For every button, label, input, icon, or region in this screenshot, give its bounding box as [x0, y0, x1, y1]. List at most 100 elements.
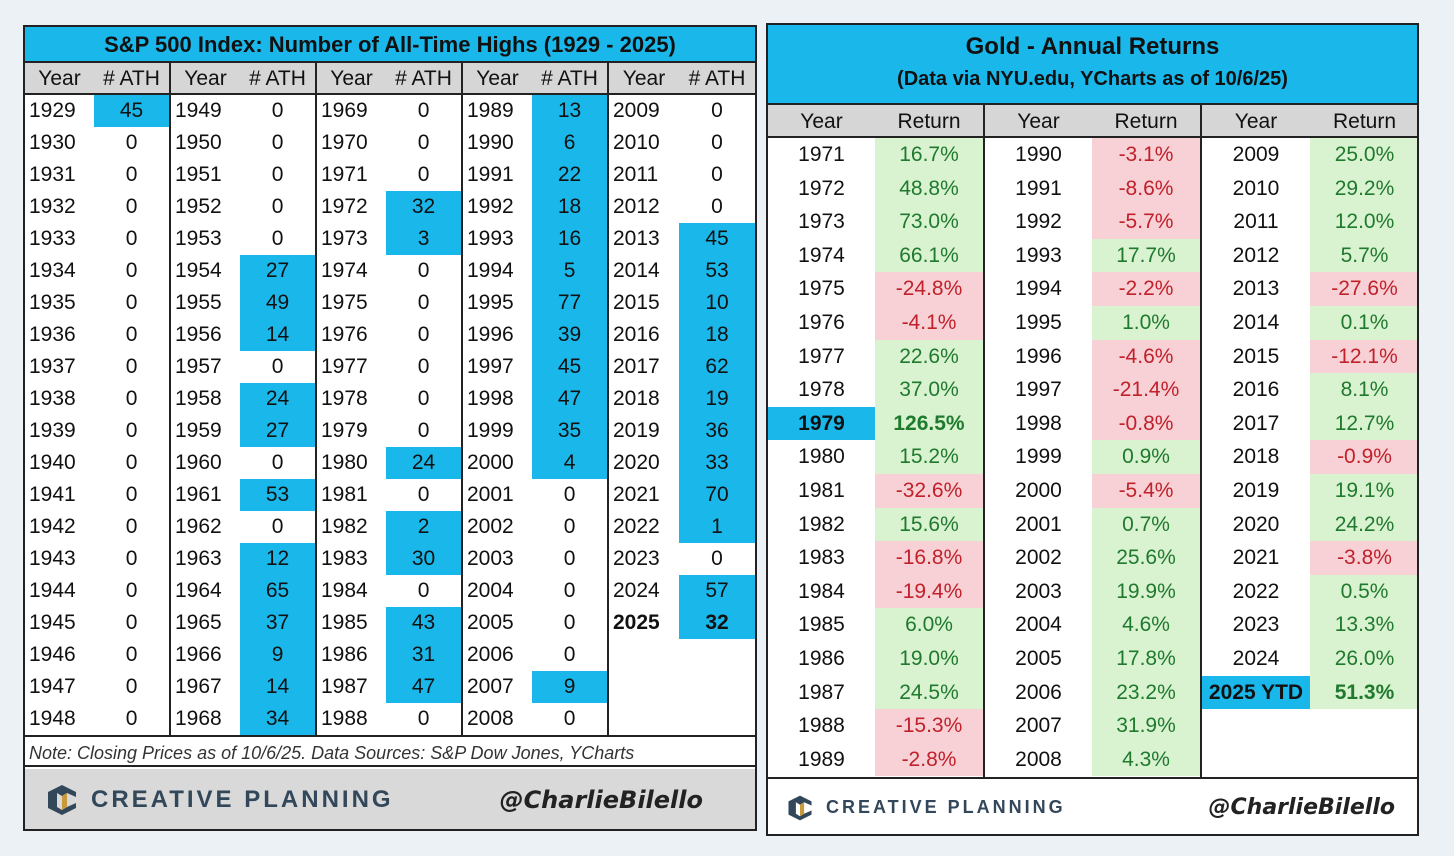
table-row: 2008 0: [463, 703, 607, 735]
table-row: 1933 0: [25, 223, 169, 255]
table-row: 2014 0.1%: [1202, 305, 1417, 340]
table-row: 2004 0: [463, 575, 607, 607]
table-row: 1991 22: [463, 159, 607, 191]
table-row: 2005 0: [463, 607, 607, 639]
row-year: 1929: [29, 99, 76, 122]
row-year: 1984: [798, 579, 845, 603]
table-row: 1964 65: [171, 575, 315, 607]
table-row: 2007 31.9%: [985, 709, 1200, 743]
gold-footer: CREATIVE PLANNING @CharlieBilello: [768, 777, 1417, 834]
row-ath-count: 43: [386, 607, 461, 639]
row-ath-count: 0: [417, 355, 430, 378]
table-row: 2025 32: [609, 607, 755, 639]
row-ath-count: 0: [125, 547, 138, 570]
row-return: 1.0%: [1092, 305, 1200, 340]
row-return: 0.1%: [1310, 305, 1417, 340]
row-return: 19.9%: [1092, 574, 1200, 609]
row-year: 2006: [1015, 680, 1062, 704]
row-ath-count: 9: [532, 671, 607, 703]
creative-planning-logo-icon: [788, 795, 812, 820]
row-ath-count: 2: [386, 511, 461, 543]
table-row: 2002 25.6%: [985, 541, 1200, 575]
row-year: 2002: [1015, 546, 1062, 570]
table-row: 2016 18: [609, 319, 755, 351]
row-ath-count: 0: [563, 515, 576, 538]
author-handle: @CharlieBilello: [1208, 795, 1395, 820]
row-return: 19.0%: [875, 641, 983, 676]
row-return: -2.8%: [875, 742, 983, 777]
table-row: 2000 -5.4%: [985, 473, 1200, 508]
row-year: 2022: [1232, 579, 1280, 603]
row-return: 4.3%: [1092, 742, 1200, 777]
row-year: 1980: [321, 451, 368, 474]
sp500-table: Year # ATH 1929 45 1930 0 1931 0 1932 0 1933 0 1934 0…: [25, 63, 755, 736]
row-ath-count: 1: [679, 511, 755, 543]
header-year: Year: [330, 67, 373, 90]
row-year: 1936: [29, 323, 76, 346]
row-year: 1987: [321, 675, 368, 698]
row-year: 2021: [1232, 546, 1280, 570]
row-year: 1999: [467, 419, 514, 442]
row-ath-count: 47: [532, 383, 607, 415]
row-year: 2010: [613, 131, 660, 154]
row-year: 1994: [1015, 277, 1062, 301]
table-row: 2006 23.2%: [985, 675, 1200, 710]
sp500-note: Note: Closing Prices as of 10/6/25. Data…: [25, 735, 755, 767]
row-ath-count: 5: [532, 255, 607, 287]
table-row: 1935 0: [25, 287, 169, 319]
sp500-column: Year # ATH 1969 0 1970 0 1971 0 1972 32 1973 3 1974 0…: [317, 63, 463, 736]
brand-logo: CREATIVE PLANNING: [786, 794, 1066, 822]
sp500-column: Year # ATH 2009 0 2010 0 2011 0 2012 0 2013 45 2014 5…: [609, 63, 755, 736]
row-return: 22.6%: [875, 339, 983, 374]
table-row: 2011 12.0%: [1202, 205, 1417, 239]
table-row: 1986 31: [317, 639, 461, 671]
row-year: 1945: [29, 611, 76, 634]
table-row: 1985 6.0%: [768, 608, 983, 642]
row-year: 1989: [798, 747, 845, 771]
table-row: 1932 0: [25, 191, 169, 223]
table-row: 2010 0: [609, 127, 755, 159]
row-year: 2014: [613, 259, 660, 282]
row-year: 1941: [29, 483, 76, 506]
table-row: 1967 14: [171, 671, 315, 703]
table-row: 2014 53: [609, 255, 755, 287]
column-header: Year # ATH: [317, 63, 461, 95]
row-year: 1986: [798, 646, 845, 670]
table-row: 2000 4: [463, 447, 607, 479]
row-year: 1991: [1015, 176, 1062, 200]
row-return: -15.3%: [875, 709, 983, 743]
row-year: 1978: [321, 387, 368, 410]
row-ath-count: 77: [532, 287, 607, 319]
table-row: 2008 4.3%: [985, 742, 1200, 777]
row-ath-count: 14: [240, 671, 315, 703]
row-return: 51.3%: [1310, 675, 1417, 710]
row-ath-count: 3: [386, 223, 461, 255]
row-ath-count: 0: [417, 579, 430, 602]
sp500-title: S&P 500 Index: Number of All-Time Highs …: [25, 27, 755, 63]
row-year: 1957: [175, 355, 222, 378]
row-ath-count: 0: [125, 259, 138, 282]
row-year: 1989: [467, 99, 514, 122]
row-return: 31.9%: [1092, 709, 1200, 743]
row-year: 1969: [321, 99, 368, 122]
table-row: 1960 0: [171, 447, 315, 479]
row-ath-count: 0: [417, 99, 430, 122]
row-ath-count: 0: [417, 259, 430, 282]
table-row: 1982 15.6%: [768, 507, 983, 542]
row-return: 23.2%: [1092, 675, 1200, 710]
table-row: 1978 37.0%: [768, 373, 983, 407]
creative-planning-logo-icon: [48, 785, 76, 815]
row-ath-count: 53: [679, 255, 755, 287]
row-return: -32.6%: [875, 473, 983, 508]
row-return: -8.6%: [1092, 171, 1200, 206]
table-row: 1997 -21.4%: [985, 373, 1200, 407]
header-return: Return: [1332, 110, 1397, 133]
table-row: 1962 0: [171, 511, 315, 543]
gold-column: Year Return 1971 16.7% 1972 48.8% 1973 73.0% 197…: [768, 105, 985, 780]
column-header: Year # ATH: [609, 63, 755, 95]
gold-title-block: Gold - Annual Returns (Data via NYU.edu,…: [768, 25, 1417, 105]
table-row: 1986 19.0%: [768, 641, 983, 676]
table-row: 1979 126.5%: [768, 406, 983, 441]
row-ath-count: 0: [271, 355, 284, 378]
gold-subtitle: (Data via NYU.edu, YCharts as of 10/6/25…: [897, 68, 1288, 90]
